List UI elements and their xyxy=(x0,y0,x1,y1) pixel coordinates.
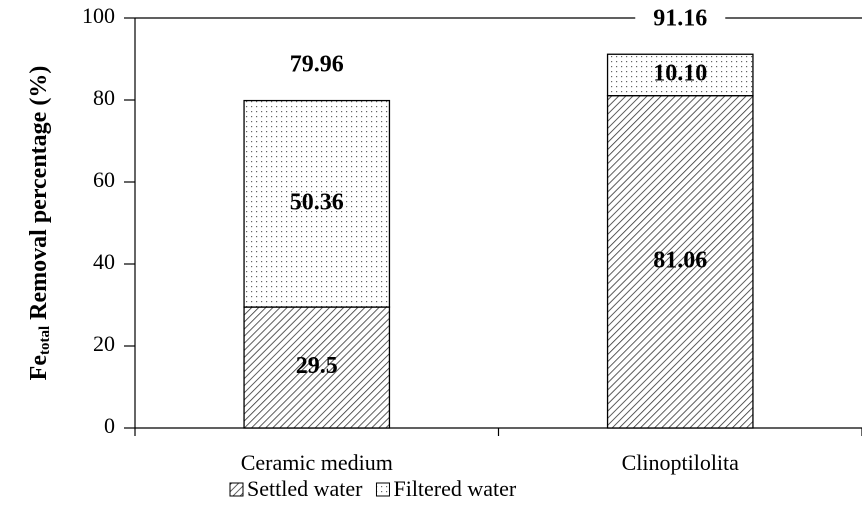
total-label-bg xyxy=(271,52,362,81)
total-label: 91.16 xyxy=(653,6,707,32)
bar-segment xyxy=(243,306,391,429)
y-tick-label: 0 xyxy=(104,413,115,438)
bar-segment xyxy=(606,53,754,97)
x-tick-label: Ceramic medium xyxy=(241,450,393,475)
y-tick-label: 20 xyxy=(93,331,115,356)
legend-label: Filtered water xyxy=(393,476,516,501)
y-title-sub: total xyxy=(37,326,53,355)
y-tick-label: 100 xyxy=(82,3,115,28)
y-tick-label: 40 xyxy=(93,249,115,274)
x-tick-label: Clinoptilolita xyxy=(622,450,740,475)
bar-segment xyxy=(243,99,391,308)
y-axis-title: Fetotal Removal percentage (%) xyxy=(26,66,54,381)
value-label: 50.36 xyxy=(290,189,344,215)
legend-swatch xyxy=(375,482,390,497)
y-title-rest: Removal percentage (%) xyxy=(26,66,52,320)
bar-segment xyxy=(606,95,754,429)
total-label: 79.96 xyxy=(290,52,344,78)
value-label: 29.5 xyxy=(296,353,338,379)
y-tick-label: 60 xyxy=(93,167,115,192)
y-title-main: Fe xyxy=(26,355,52,381)
legend-swatch xyxy=(229,482,244,497)
y-tick-label: 80 xyxy=(93,85,115,110)
legend-label: Settled water xyxy=(247,476,363,501)
value-label: 10.10 xyxy=(653,60,707,86)
value-label: 81.06 xyxy=(653,247,707,273)
total-label-bg xyxy=(635,6,726,35)
